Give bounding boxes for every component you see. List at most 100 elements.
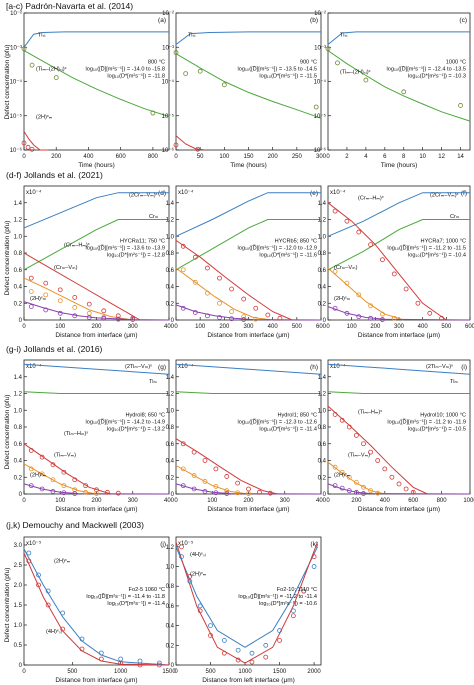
data-point-red bbox=[301, 588, 307, 594]
panel-annotation: log₁₀([D̃][m²s⁻¹]) = -11.2 to -11.5 bbox=[387, 244, 466, 251]
curve-blue bbox=[175, 192, 321, 237]
y-tick-label: 10⁻³ bbox=[314, 45, 326, 51]
y-tick-label: 1.0 bbox=[166, 565, 175, 571]
curve-red bbox=[175, 541, 318, 664]
panel-label: (i) bbox=[461, 364, 467, 371]
data-point-blue bbox=[235, 647, 241, 653]
data-point-red bbox=[265, 312, 271, 318]
data-point-red bbox=[156, 662, 162, 668]
data-point-orange bbox=[94, 491, 99, 496]
y-tick-label: 1.2 bbox=[166, 545, 175, 551]
y-tick-label: 0.4 bbox=[166, 459, 175, 465]
data-point-red bbox=[86, 301, 92, 307]
data-point-orange bbox=[86, 310, 92, 316]
data-point-red bbox=[391, 271, 397, 277]
data-point-orange bbox=[368, 488, 374, 494]
data-point-red bbox=[389, 474, 395, 480]
data-point-orange bbox=[344, 280, 350, 286]
x-tick-label: 300 bbox=[316, 154, 327, 160]
x-tick-label: 200 bbox=[370, 324, 381, 330]
data-point-red bbox=[104, 489, 110, 495]
data-point-blue bbox=[179, 554, 184, 560]
data-point-orange bbox=[346, 474, 352, 480]
series-label: (Tiₘ–(2H)ₛᵢ)ˣ bbox=[340, 69, 371, 75]
y-tick-label: 0.6 bbox=[318, 442, 327, 448]
data-point-orange bbox=[180, 267, 186, 273]
x-axis-label: Distance from interface (μm) bbox=[358, 506, 440, 513]
data-point-red bbox=[382, 466, 388, 472]
x-tick-label: 400 bbox=[418, 324, 429, 330]
x-axis-label: Distance from interface (μm) bbox=[207, 506, 289, 513]
curve-blue bbox=[327, 192, 470, 237]
y-tick-label: 10⁻⁶ bbox=[162, 147, 175, 154]
data-point-purple bbox=[202, 489, 208, 494]
panel-annotation: log₁₀(D*[m²s⁻¹]) = -13.2 bbox=[107, 426, 165, 432]
y-tick-label: 1.2 bbox=[14, 218, 23, 224]
y-tick-label: 1.0 bbox=[318, 408, 327, 414]
series-label: (Crₘ–Vₘ) bbox=[334, 265, 358, 271]
panel-annotation: log₁₀([D̃][m²s⁻¹]) = -13.5 to -14.5 bbox=[238, 66, 317, 73]
y-multiplier: x10⁻⁴ bbox=[330, 189, 346, 196]
data-point-red bbox=[191, 449, 197, 455]
x-tick-label: 400 bbox=[164, 498, 175, 504]
x-tick-label: 800 bbox=[148, 154, 159, 160]
chart-g: 0 100 200 300 40000.20.40.60.81.01.21.4Dista… bbox=[14, 359, 175, 513]
data-point-red bbox=[277, 315, 283, 321]
curve-red bbox=[175, 438, 278, 495]
y-tick-label: 0 bbox=[323, 492, 327, 498]
x-axis-label: Distance from interface (μm) bbox=[55, 506, 137, 513]
panel-annotation: log₁₀(D*[m²s⁻¹]) = -11.4 bbox=[107, 601, 165, 607]
data-point-green bbox=[401, 89, 407, 95]
x-tick-label: 2 bbox=[345, 154, 349, 160]
panel-annotation: HYCRa11; 750 °C bbox=[120, 238, 165, 244]
y-tick-label: 1.0 bbox=[14, 623, 23, 629]
y-tick-label: 10⁻² bbox=[10, 11, 22, 17]
chart-j: 0 500 1000 150000.51.01.52.02.53.0Distance … bbox=[14, 536, 176, 684]
data-point-purple bbox=[380, 317, 385, 322]
y-tick-label: 0.2 bbox=[166, 643, 175, 649]
curve-orange bbox=[327, 461, 385, 495]
panel-annotation: 800 °C bbox=[148, 60, 165, 66]
series-label: (4H)ˣₛᵢ bbox=[190, 552, 206, 558]
x-tick-label: 100 bbox=[207, 498, 218, 504]
y-tick-label: 3.0 bbox=[14, 543, 23, 549]
curve-red bbox=[23, 552, 170, 666]
x-tick-label: 200 bbox=[243, 498, 254, 504]
y-tick-label: 1.4 bbox=[318, 201, 327, 207]
y-tick-label: 1.0 bbox=[166, 234, 175, 240]
y-tick-label: 1.2 bbox=[318, 392, 327, 398]
data-point-blue bbox=[98, 650, 104, 656]
y-tick-label: 1.4 bbox=[166, 375, 175, 381]
series-label: (2Crₘ–Vₘ)ˣ bbox=[430, 193, 459, 199]
x-tick-label: 500 bbox=[67, 669, 78, 675]
curve-red bbox=[327, 202, 447, 321]
data-point-red bbox=[217, 275, 222, 281]
data-point-red bbox=[235, 657, 241, 663]
curve-blue bbox=[23, 363, 170, 375]
data-point-blue bbox=[137, 658, 143, 664]
data-point-red bbox=[57, 287, 63, 293]
series-label: (2H)ˣₘ bbox=[334, 473, 351, 479]
series-label: (2H)ˣₘ bbox=[36, 114, 53, 120]
y-tick-label: 0.4 bbox=[14, 285, 23, 291]
panel-annotation: log₁₀(D*[m²s⁻¹]) = -12.8 bbox=[107, 252, 165, 258]
chart-b: 0 50 100 150 200 250 30010⁻⁶10⁻⁵10⁻⁴10⁻³10⁻²Ti… bbox=[162, 11, 327, 169]
panel-annotation: log₁₀([D̃][m²s⁻¹]) = -11.2 to -11.4 bbox=[238, 593, 317, 600]
x-tick-label: 400 bbox=[316, 498, 327, 504]
data-point-orange bbox=[235, 490, 241, 496]
data-point-purple bbox=[86, 315, 92, 320]
chart-e: 0 100 200 300 400 500 60000.20.40.60.81.01.21.… bbox=[166, 185, 327, 339]
data-point-blue bbox=[277, 628, 282, 633]
data-point-green bbox=[197, 68, 203, 74]
data-point-purple bbox=[339, 485, 345, 491]
panel-annotation: log₁₀(D*[m²s⁻¹]) = -11.8 bbox=[107, 74, 165, 80]
panel-annotation: 900 °C bbox=[300, 60, 317, 66]
plot-frame bbox=[23, 12, 170, 151]
y-multiplier: x10⁻⁴ bbox=[26, 189, 42, 196]
x-tick-label: 0 bbox=[174, 154, 178, 160]
panel-annotation: log₁₀([D̃][m²s⁻¹]) = -14.0 to -15.8 bbox=[86, 66, 165, 73]
data-point-red bbox=[290, 613, 296, 619]
data-point-blue bbox=[156, 660, 162, 666]
data-point-blue bbox=[187, 578, 193, 584]
